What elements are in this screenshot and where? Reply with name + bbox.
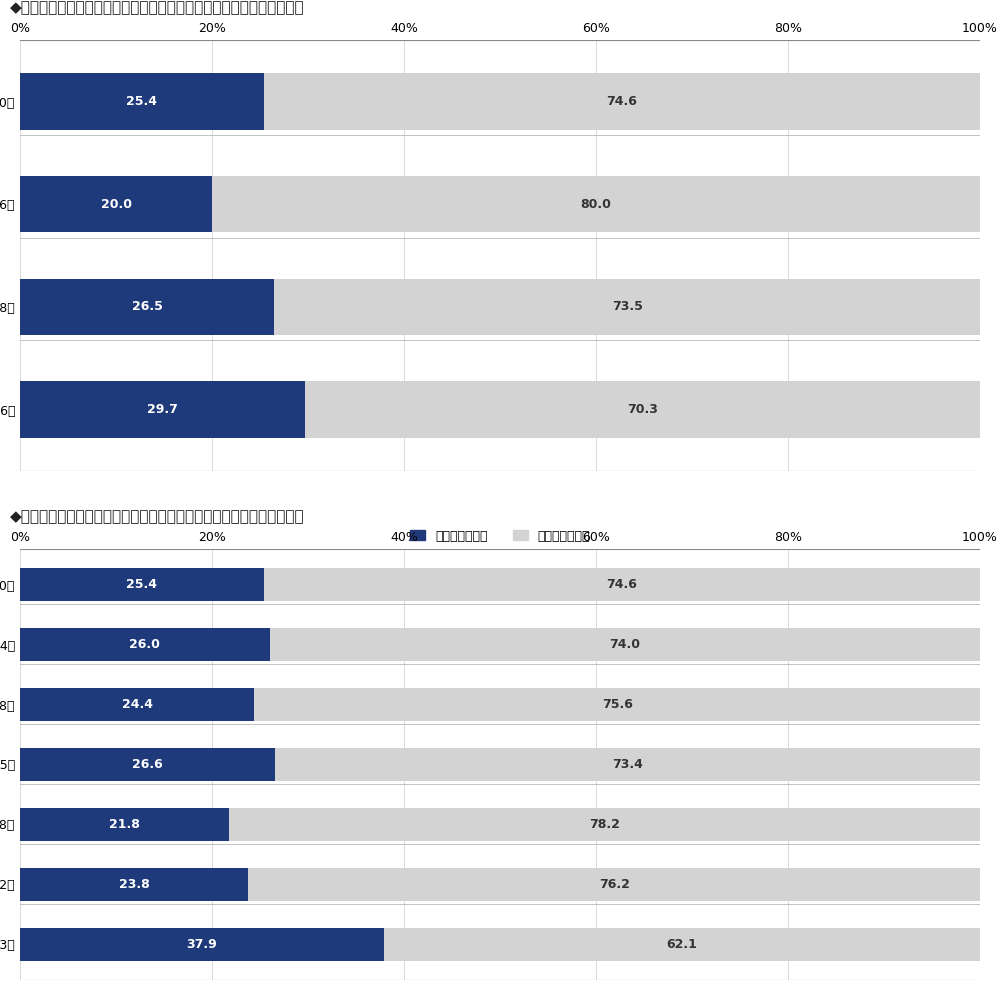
- Text: 21.8: 21.8: [109, 818, 140, 831]
- Bar: [20, 688, 254, 721]
- Bar: [274, 279, 980, 335]
- Bar: [20, 381, 305, 438]
- Text: 73.5: 73.5: [612, 300, 643, 313]
- Bar: [248, 868, 980, 901]
- Text: 26.5: 26.5: [132, 300, 163, 313]
- Text: ◆これまでに、親に金錢面の支援をしたことがあるか（単一回答形式）: ◆これまでに、親に金錢面の支援をしたことがあるか（単一回答形式）: [10, 0, 305, 15]
- Text: 29.7: 29.7: [147, 403, 178, 416]
- Bar: [20, 748, 275, 781]
- Bar: [270, 628, 980, 661]
- Bar: [20, 568, 264, 601]
- Text: 70.3: 70.3: [627, 403, 658, 416]
- Text: 74.6: 74.6: [606, 95, 637, 108]
- Text: 75.6: 75.6: [602, 698, 633, 711]
- Bar: [20, 628, 270, 661]
- Text: 78.2: 78.2: [589, 818, 620, 831]
- Bar: [212, 176, 980, 232]
- Bar: [20, 868, 248, 901]
- Bar: [254, 688, 980, 721]
- Bar: [264, 568, 980, 601]
- Bar: [20, 73, 264, 130]
- Text: 24.4: 24.4: [122, 698, 153, 711]
- Bar: [264, 73, 980, 130]
- Text: 25.4: 25.4: [126, 95, 157, 108]
- Bar: [20, 176, 212, 232]
- Text: 23.8: 23.8: [119, 878, 150, 891]
- Text: 62.1: 62.1: [666, 938, 697, 951]
- Bar: [305, 381, 980, 438]
- Bar: [275, 748, 980, 781]
- Text: 73.4: 73.4: [612, 758, 643, 771]
- Bar: [229, 808, 980, 841]
- Text: ◆これまでに、親に金錢面の支援をしたことがあるか（単一回答形式）: ◆これまでに、親に金錢面の支援をしたことがあるか（単一回答形式）: [10, 509, 305, 524]
- Text: 74.6: 74.6: [606, 578, 637, 591]
- Text: 80.0: 80.0: [581, 198, 611, 211]
- Text: 20.0: 20.0: [100, 198, 132, 211]
- Bar: [20, 928, 384, 961]
- Text: 26.0: 26.0: [129, 638, 160, 651]
- Bar: [20, 808, 229, 841]
- Text: 26.6: 26.6: [132, 758, 163, 771]
- Text: 37.9: 37.9: [187, 938, 217, 951]
- Text: 25.4: 25.4: [126, 578, 157, 591]
- Text: 76.2: 76.2: [599, 878, 630, 891]
- Legend: したことがある, したことはない: したことがある, したことはない: [410, 530, 590, 543]
- Text: 74.0: 74.0: [609, 638, 640, 651]
- Bar: [384, 928, 980, 961]
- Bar: [20, 279, 274, 335]
